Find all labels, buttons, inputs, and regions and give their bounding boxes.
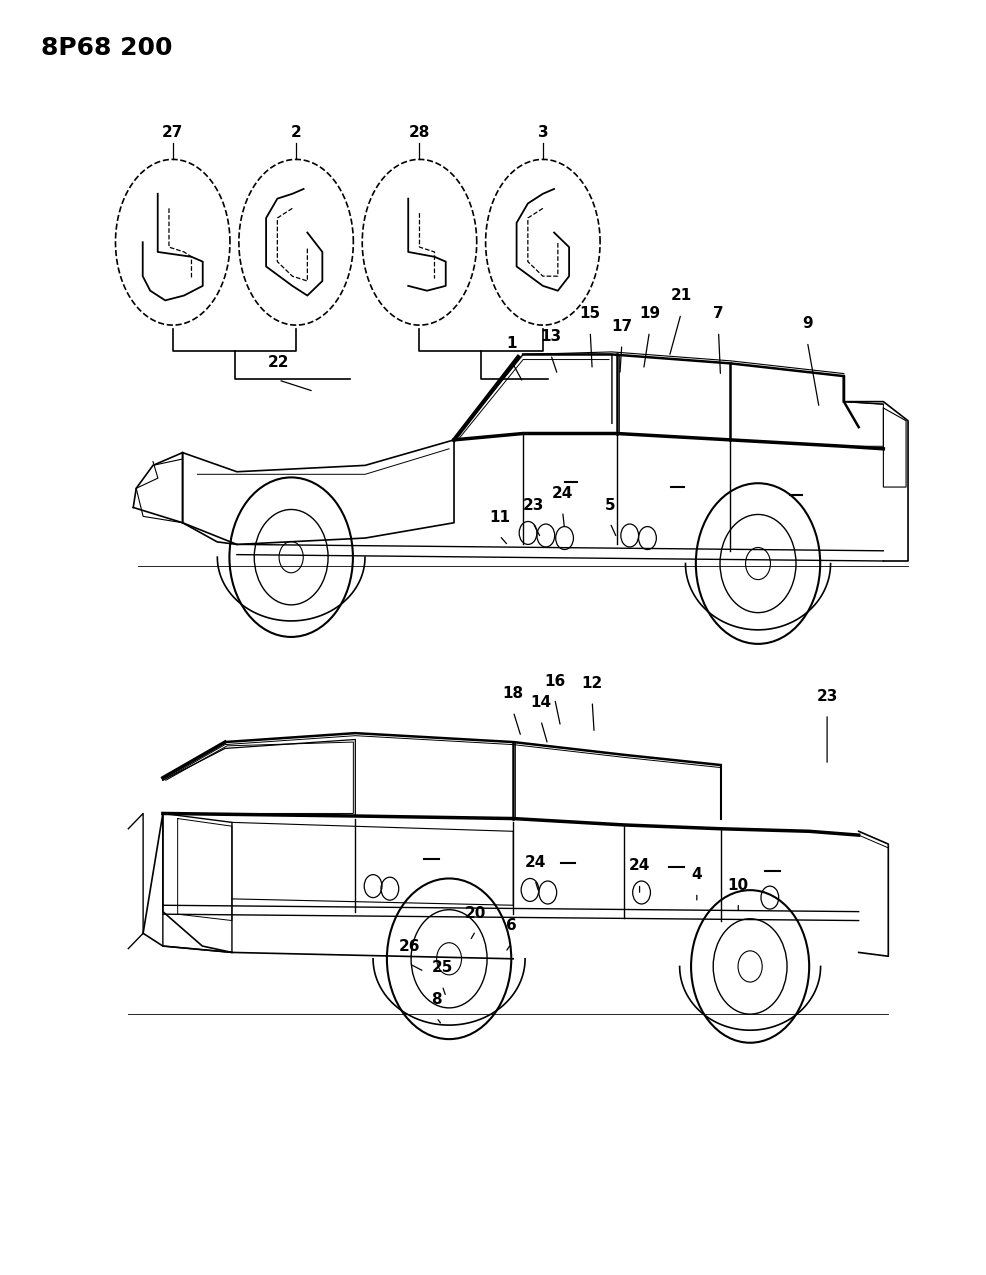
Text: 19: 19 (638, 306, 660, 321)
Text: 11: 11 (488, 510, 510, 525)
Text: 25: 25 (431, 960, 453, 975)
Text: 16: 16 (543, 673, 565, 689)
Text: 26: 26 (398, 938, 420, 954)
Text: 23: 23 (815, 688, 837, 704)
Text: 15: 15 (579, 306, 600, 321)
Text: 27: 27 (162, 125, 183, 140)
Text: 24: 24 (524, 854, 545, 870)
Text: 2: 2 (291, 125, 301, 140)
Text: 1: 1 (506, 335, 516, 351)
Text: 9: 9 (802, 316, 811, 332)
Text: 20: 20 (464, 905, 486, 921)
Text: 8P68 200: 8P68 200 (41, 36, 173, 60)
Text: 12: 12 (581, 676, 602, 691)
Text: 13: 13 (539, 329, 561, 344)
Text: 18: 18 (502, 686, 524, 701)
Text: 17: 17 (610, 319, 632, 334)
Text: 21: 21 (669, 288, 691, 303)
Text: 23: 23 (522, 497, 543, 513)
Text: 3: 3 (537, 125, 547, 140)
Text: 8: 8 (431, 992, 441, 1007)
Text: 10: 10 (727, 877, 748, 892)
Text: 14: 14 (529, 695, 551, 710)
Text: 7: 7 (713, 306, 723, 321)
Text: 4: 4 (691, 867, 701, 882)
Text: 24: 24 (628, 858, 650, 873)
Text: 28: 28 (408, 125, 430, 140)
Text: 24: 24 (551, 486, 573, 501)
Text: 6: 6 (506, 918, 516, 933)
Text: 22: 22 (267, 354, 289, 370)
Text: 5: 5 (604, 497, 614, 513)
